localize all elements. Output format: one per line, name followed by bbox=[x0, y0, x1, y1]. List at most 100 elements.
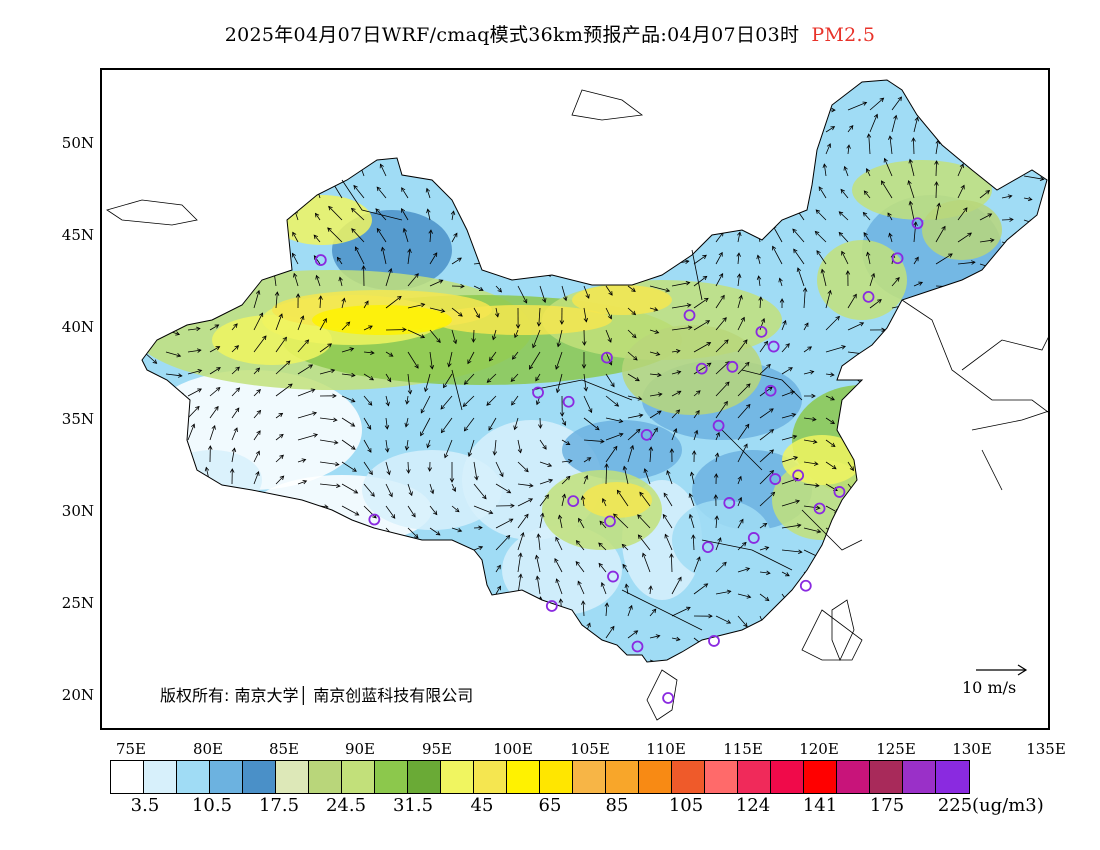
station-marker-icon[interactable] bbox=[813, 502, 826, 515]
wind-vector bbox=[869, 417, 874, 438]
station-marker-icon[interactable] bbox=[314, 254, 327, 266]
wind-vector bbox=[933, 461, 939, 478]
wind-vector bbox=[231, 387, 241, 397]
wind-vector bbox=[275, 187, 282, 199]
station-marker-icon[interactable] bbox=[723, 497, 736, 509]
wind-vector bbox=[517, 498, 534, 507]
wind-vector bbox=[142, 496, 145, 507]
station-marker-icon[interactable] bbox=[799, 579, 812, 592]
station-marker-icon[interactable] bbox=[683, 309, 696, 322]
wind-vector bbox=[451, 307, 463, 317]
wind-vector bbox=[250, 109, 256, 120]
station-marker-icon[interactable] bbox=[607, 570, 619, 583]
wind-vector bbox=[891, 527, 900, 535]
station-marker-icon[interactable] bbox=[545, 600, 558, 612]
lon-label-125e: 125E bbox=[876, 740, 916, 758]
wind-vector bbox=[1023, 622, 1030, 639]
station-marker-icon[interactable] bbox=[695, 362, 708, 375]
station-marker-icon[interactable] bbox=[712, 419, 725, 432]
station-marker-icon[interactable] bbox=[755, 325, 768, 338]
wind-vector bbox=[185, 561, 190, 573]
colorbar-unit: (ug/m3) bbox=[972, 795, 1044, 816]
wind-vector bbox=[616, 489, 629, 507]
wind-vector bbox=[187, 348, 202, 353]
map-panel[interactable] bbox=[100, 68, 1050, 730]
boundary-line bbox=[106, 199, 198, 226]
wind-vector bbox=[737, 231, 742, 243]
wind-vector bbox=[714, 515, 719, 529]
wind-vector bbox=[781, 109, 791, 121]
wind-vector bbox=[158, 540, 167, 551]
boundary-line bbox=[571, 89, 644, 121]
colorbar-swatch bbox=[309, 761, 342, 793]
wind-vector bbox=[473, 158, 482, 177]
wind-vector bbox=[759, 180, 769, 199]
wind-vector bbox=[605, 373, 615, 388]
wind-vector bbox=[822, 682, 826, 691]
wind-vector bbox=[605, 652, 621, 661]
station-marker-icon[interactable] bbox=[726, 360, 739, 373]
wind-vector bbox=[402, 165, 409, 177]
station-marker-icon[interactable] bbox=[562, 395, 575, 408]
station-marker-icon[interactable] bbox=[368, 513, 381, 526]
wind-vector bbox=[663, 492, 673, 507]
wind-vector bbox=[231, 247, 242, 265]
wind-vector bbox=[693, 429, 699, 441]
wind-vector bbox=[737, 383, 751, 397]
station-marker-icon[interactable] bbox=[631, 640, 644, 653]
wind-vector bbox=[891, 329, 905, 337]
station-marker-icon[interactable] bbox=[600, 351, 613, 364]
wind-vector bbox=[957, 505, 973, 513]
wind-vector bbox=[575, 560, 585, 573]
wind-vector bbox=[473, 545, 484, 551]
wind-vector bbox=[627, 307, 637, 316]
wind-vector bbox=[165, 307, 180, 314]
wind-vector bbox=[1001, 599, 1008, 617]
wind-vector bbox=[229, 489, 234, 507]
wind-vector bbox=[606, 680, 622, 684]
station-marker-icon[interactable] bbox=[662, 692, 674, 704]
station-marker-icon[interactable] bbox=[532, 386, 544, 399]
wind-vector bbox=[540, 675, 546, 682]
wind-vector bbox=[715, 194, 727, 199]
station-marker-icon[interactable] bbox=[604, 515, 616, 528]
wind-vector bbox=[253, 173, 267, 178]
station-marker-icon[interactable] bbox=[792, 469, 805, 482]
wind-vector bbox=[1001, 621, 1010, 639]
wind-vector bbox=[957, 207, 968, 221]
station-marker-icon[interactable] bbox=[567, 495, 580, 508]
wind-vector bbox=[407, 505, 416, 518]
station-marker-icon[interactable] bbox=[833, 486, 846, 498]
wind-vector bbox=[160, 560, 167, 573]
station-marker-icon[interactable] bbox=[767, 340, 780, 353]
station-marker-icon[interactable] bbox=[640, 428, 653, 441]
wind-vector bbox=[957, 461, 962, 476]
wind-vector bbox=[780, 180, 785, 199]
station-marker-icon[interactable] bbox=[891, 252, 904, 265]
wind-vector bbox=[291, 252, 299, 265]
colorbar-swatch bbox=[771, 761, 804, 793]
wind-vector bbox=[561, 493, 567, 507]
wind-vector bbox=[122, 308, 130, 323]
wind-vector bbox=[209, 197, 228, 204]
wind-vector bbox=[715, 212, 726, 221]
wind-vector bbox=[385, 121, 392, 133]
wind-vector bbox=[158, 520, 167, 529]
wind-vector bbox=[957, 122, 965, 133]
station-marker-icon[interactable] bbox=[764, 384, 777, 397]
wind-vector bbox=[314, 212, 321, 221]
wind-vector bbox=[979, 105, 988, 111]
station-marker-icon[interactable] bbox=[747, 532, 760, 544]
wind-vector bbox=[341, 549, 349, 556]
station-marker-icon[interactable] bbox=[769, 473, 782, 485]
wind-vector bbox=[935, 567, 957, 573]
wind-vector bbox=[143, 434, 151, 441]
wind-vector bbox=[605, 432, 624, 441]
station-marker-icon[interactable] bbox=[701, 541, 714, 554]
wind-vector bbox=[957, 163, 964, 177]
station-marker-icon[interactable] bbox=[911, 217, 924, 230]
station-marker-icon[interactable] bbox=[862, 290, 875, 303]
wind-vector bbox=[341, 593, 347, 605]
wind-vector bbox=[253, 492, 260, 507]
station-marker-icon[interactable] bbox=[708, 635, 720, 647]
